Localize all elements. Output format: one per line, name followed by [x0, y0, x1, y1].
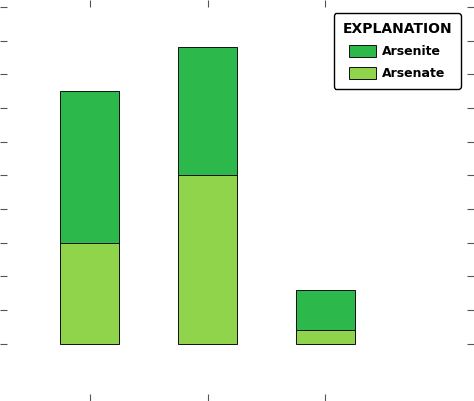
Bar	[296, 330, 355, 344]
Bar	[178, 47, 237, 175]
Bar	[296, 290, 355, 330]
Legend: Arsenite, Arsenate: Arsenite, Arsenate	[334, 13, 461, 89]
Bar	[60, 243, 119, 344]
Bar	[60, 91, 119, 243]
Bar	[178, 175, 237, 344]
